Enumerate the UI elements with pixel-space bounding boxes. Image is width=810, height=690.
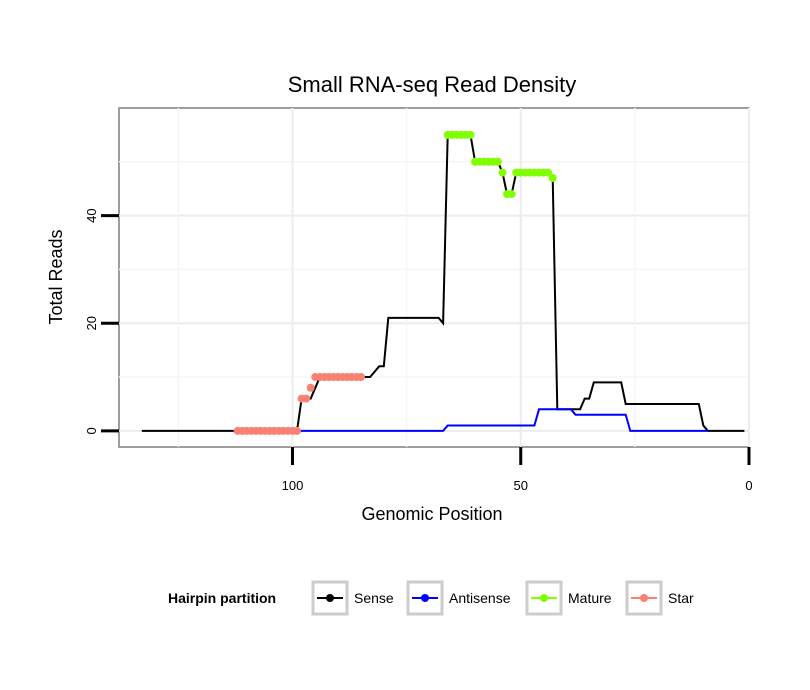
x-axis-title: Genomic Position	[361, 504, 502, 524]
data-point-star	[306, 383, 315, 392]
data-point-star	[357, 373, 365, 381]
data-point-mature	[466, 130, 475, 139]
x-tick-label: 50	[514, 478, 528, 493]
y-tick-label: 40	[84, 208, 99, 222]
y-tick-label: 0	[84, 427, 99, 434]
y-axis: 0 20 40	[84, 208, 119, 434]
data-point-mature	[548, 174, 557, 182]
legend-label-star: Star	[668, 590, 694, 606]
y-tick-label: 20	[84, 316, 99, 330]
legend: Hairpin partition Sense Antisense Mature St…	[168, 580, 694, 616]
data-point-mature	[544, 168, 553, 177]
data-point-mature	[498, 168, 507, 177]
data-point-mature	[507, 190, 516, 199]
legend-key-point	[640, 594, 648, 602]
legend-label-mature: Mature	[568, 590, 612, 606]
x-tick-label: 100	[282, 478, 304, 493]
data-point-mature	[493, 157, 502, 166]
plot-panel	[118, 107, 750, 448]
data-point-star	[302, 394, 311, 403]
y-axis-title: Total Reads	[46, 229, 66, 324]
legend-label-sense: Sense	[354, 590, 394, 606]
legend-key-point	[540, 594, 548, 602]
points-layer	[233, 130, 557, 435]
chart-title: Small RNA-seq Read Density	[288, 72, 577, 97]
legend-title: Hairpin partition	[168, 590, 276, 606]
legend-key-point	[326, 594, 334, 602]
data-point-star	[293, 426, 301, 435]
series-line-antisense	[297, 408, 708, 432]
legend-label-antisense: Antisense	[449, 590, 511, 606]
x-tick-label: 0	[745, 478, 752, 493]
legend-key-point	[421, 594, 429, 602]
x-axis: 100 50 0	[282, 447, 753, 493]
